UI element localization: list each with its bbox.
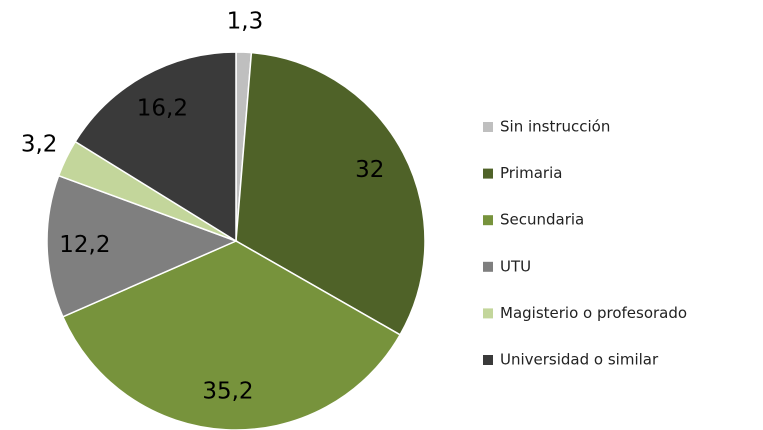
data-label: 16,2 — [137, 95, 188, 121]
legend-label: Secundaria — [500, 211, 584, 229]
pie-slice — [235, 51, 426, 336]
legend-swatch — [483, 168, 493, 179]
pie-slice — [74, 51, 237, 243]
data-label: 35,2 — [202, 378, 253, 404]
legend-label: Sin instrucción — [500, 118, 610, 136]
pie-slice — [46, 174, 239, 318]
legend-swatch — [483, 261, 493, 272]
legend-swatch — [483, 122, 493, 132]
data-label: 3,2 — [21, 132, 58, 158]
legend-swatch — [483, 215, 493, 226]
legend-label: Universidad o similar — [500, 351, 659, 369]
data-label: 32 — [355, 157, 384, 183]
legend-label: Primaria — [500, 164, 562, 182]
data-label: 12,2 — [59, 232, 110, 258]
legend-label: UTU — [500, 257, 531, 275]
legend-swatch — [483, 308, 493, 319]
legend-label: Magisterio o profesorado — [500, 304, 687, 322]
data-label: 1,3 — [227, 9, 264, 35]
legend-swatch — [483, 355, 493, 365]
